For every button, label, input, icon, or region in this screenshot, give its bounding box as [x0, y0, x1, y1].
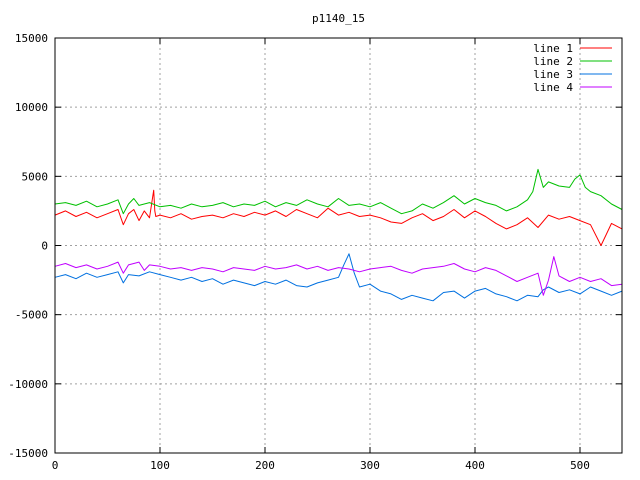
- series-line-line-4: [54, 256, 623, 296]
- x-tick-label: 500: [570, 459, 590, 472]
- plot-series: [54, 168, 623, 302]
- series-line-line-2: [54, 168, 623, 215]
- x-tick-label: 300: [360, 459, 380, 472]
- x-tick-label: 0: [52, 459, 59, 472]
- chart-title: p1140_15: [312, 12, 365, 25]
- y-tick-label: 10000: [15, 101, 48, 114]
- y-tick-label: -15000: [8, 447, 48, 460]
- y-tick-label: 15000: [15, 32, 48, 45]
- x-tick-label: 400: [465, 459, 485, 472]
- series-line-line-3: [54, 253, 623, 302]
- grid: [55, 38, 622, 453]
- axis-ticks: 0 100 200 300 400 500 -15000 -10000 -5000 0 5000 10…: [8, 32, 622, 472]
- y-tick-label: -5000: [15, 309, 48, 322]
- legend-label: line 4: [533, 81, 573, 94]
- legend-label: line 3: [533, 68, 573, 81]
- series-line-line-1: [54, 189, 623, 246]
- x-tick-label: 200: [255, 459, 275, 472]
- x-tick-label: 100: [150, 459, 170, 472]
- legend-label: line 2: [533, 55, 573, 68]
- legend-label: line 1: [533, 42, 573, 55]
- y-tick-label: 5000: [22, 170, 49, 183]
- y-tick-label: -10000: [8, 378, 48, 391]
- y-tick-label: 0: [41, 240, 48, 253]
